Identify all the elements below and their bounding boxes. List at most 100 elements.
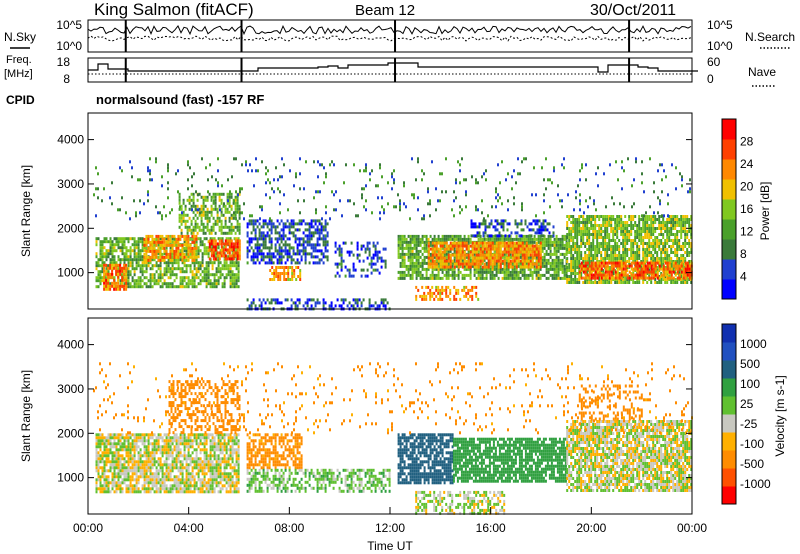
heatmap-cell (580, 215, 583, 218)
heatmap-cell (441, 288, 444, 292)
heatmap-cell (334, 262, 337, 266)
heatmap-cell (686, 233, 689, 236)
heatmap-cell (520, 222, 523, 226)
heatmap-cell (137, 258, 140, 262)
heatmap-cell (537, 265, 540, 269)
heatmap-cell (493, 256, 496, 260)
heatmap-cell (646, 281, 649, 284)
heatmap-cell (519, 250, 522, 254)
heatmap-cell (192, 210, 195, 214)
heatmap-cell (312, 249, 315, 253)
heatmap-cell (433, 234, 436, 238)
heatmap-cell (324, 225, 327, 229)
heatmap-cell (620, 218, 623, 221)
heatmap-cell (654, 248, 657, 251)
heatmap-cell (680, 227, 683, 230)
heatmap-cell (485, 241, 488, 245)
heatmap-cell (229, 261, 232, 265)
heatmap-cell (117, 237, 120, 241)
heatmap-cell (453, 258, 456, 262)
heatmap-cell (495, 247, 498, 251)
heatmap-cell (674, 227, 677, 230)
heatmap-cell (600, 215, 603, 218)
heatmap-cell (171, 255, 174, 259)
heatmap-cell (202, 210, 205, 214)
heatmap-cell (310, 246, 313, 250)
heatmap-cell (191, 240, 194, 244)
heatmap-cell (680, 224, 683, 227)
nsearch-label: N.Search (745, 30, 795, 44)
heatmap-cell (491, 256, 494, 260)
heatmap-cell (207, 276, 210, 280)
heatmap-cell (223, 267, 226, 271)
heatmap-cell (202, 201, 205, 205)
heatmap-cell (195, 285, 198, 289)
heatmap-cell (338, 250, 341, 254)
heatmap-cell (425, 285, 428, 289)
heatmap-cell (316, 249, 319, 253)
heatmap-cell (578, 221, 581, 224)
heatmap-cell (183, 234, 186, 238)
heatmap-cell (155, 279, 158, 283)
heatmap-cell (407, 243, 410, 247)
heatmap-cell (252, 225, 255, 229)
heatmap-cell (266, 234, 269, 238)
heatmap-cell (105, 252, 108, 256)
heatmap-cell (529, 259, 532, 263)
heatmap-cell (471, 264, 474, 268)
heatmap-cell (612, 215, 615, 218)
heatmap-cell (191, 273, 194, 277)
heatmap-cell (646, 227, 649, 230)
heatmap-cell (318, 258, 321, 262)
heatmap-cell (588, 236, 591, 239)
heatmap-cell (602, 221, 605, 224)
heatmap-cell (113, 276, 116, 280)
heatmap-cell (209, 273, 212, 277)
heatmap-cell (296, 261, 299, 265)
heatmap-cell (592, 245, 595, 248)
heatmap-cell (481, 241, 484, 245)
heatmap-cell (582, 263, 585, 266)
heatmap-cell (582, 233, 585, 236)
heatmap-cell (630, 233, 633, 236)
heatmap-cell (682, 230, 685, 233)
heatmap-cell (602, 272, 605, 275)
heatmap-cell (262, 258, 265, 262)
heatmap-cell (423, 276, 426, 280)
heatmap-cell (278, 243, 281, 247)
heatmap-cell (229, 273, 232, 277)
heatmap-cell (409, 252, 412, 256)
heatmap-cell (680, 215, 683, 218)
heatmap-cell (186, 228, 189, 232)
heatmap-cell (205, 279, 208, 283)
heatmap-cell (274, 225, 277, 229)
heatmap-cell (559, 237, 562, 241)
heatmap-cell (630, 248, 633, 251)
heatmap-cell (230, 204, 233, 208)
heatmap-cell (534, 231, 537, 235)
heatmap-cell (624, 224, 627, 227)
heatmap-cell (477, 297, 480, 301)
heatmap-cell (238, 213, 241, 217)
heatmap-cell (544, 228, 547, 232)
heatmap-cell (445, 294, 448, 298)
heatmap-cell (171, 273, 174, 277)
heatmap-cell (151, 252, 154, 256)
heatmap-cell (230, 231, 233, 235)
heatmap-cell (563, 237, 566, 241)
heatmap-cell (270, 240, 273, 244)
heatmap-cell (513, 264, 516, 268)
heatmap-cell (517, 276, 520, 280)
heatmap-cell (121, 243, 124, 247)
heatmap-cell (652, 230, 655, 233)
heatmap-cell (672, 269, 675, 272)
heatmap-cell (413, 240, 416, 244)
heatmap-cell (501, 259, 504, 263)
heatmap-cell (517, 250, 520, 254)
heatmap-cell (121, 281, 124, 285)
heatmap-cell (638, 245, 641, 248)
heatmap-cell (282, 231, 285, 235)
heatmap-cell (624, 221, 627, 224)
heatmap-cell (598, 215, 601, 218)
heatmap-cell (433, 250, 436, 254)
